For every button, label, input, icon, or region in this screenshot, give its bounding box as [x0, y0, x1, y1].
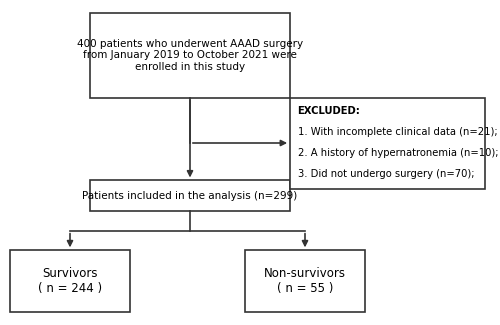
FancyBboxPatch shape — [90, 180, 290, 211]
Text: 2. A history of hypernatronemia (n=10);: 2. A history of hypernatronemia (n=10); — [298, 148, 498, 158]
Text: EXCLUDED:: EXCLUDED: — [298, 106, 360, 116]
Text: 1. With incomplete clinical data (n=21);: 1. With incomplete clinical data (n=21); — [298, 127, 497, 137]
Text: Non-survivors
( n = 55 ): Non-survivors ( n = 55 ) — [264, 267, 346, 295]
Text: Patients included in the analysis (n=299): Patients included in the analysis (n=299… — [82, 191, 298, 201]
Text: 3. Did not undergo surgery (n=70);: 3. Did not undergo surgery (n=70); — [298, 169, 474, 179]
Text: 400 patients who underwent AAAD surgery
from January 2019 to October 2021 were
e: 400 patients who underwent AAAD surgery … — [77, 39, 303, 72]
FancyBboxPatch shape — [10, 250, 130, 312]
FancyBboxPatch shape — [90, 13, 290, 98]
Text: Survivors
( n = 244 ): Survivors ( n = 244 ) — [38, 267, 102, 295]
FancyBboxPatch shape — [245, 250, 365, 312]
FancyBboxPatch shape — [290, 98, 485, 188]
